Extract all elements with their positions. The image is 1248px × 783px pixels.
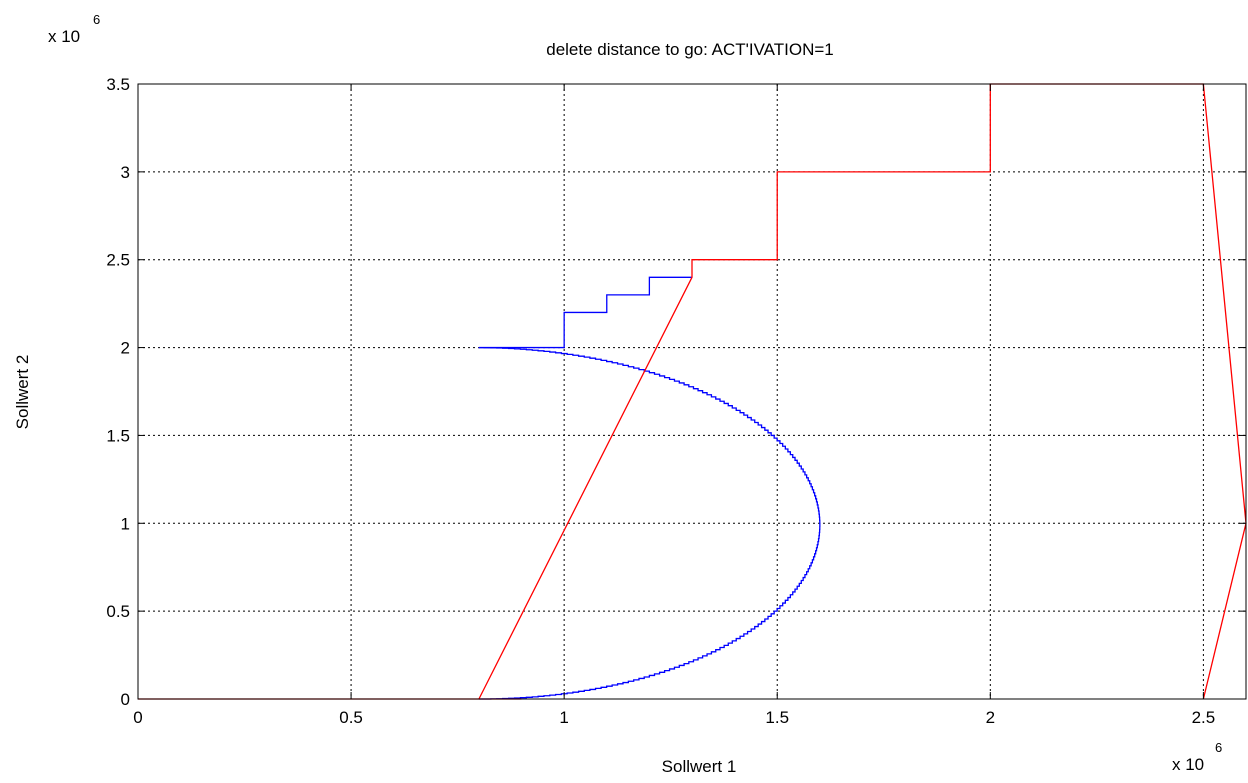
x-tick-label: 1.5 [765,708,789,727]
y-tick-label: 2.5 [106,251,130,270]
y-multiplier-exp: 6 [93,12,100,27]
series-line [478,276,692,349]
x-multiplier-label: x 10 6 [1172,740,1222,774]
x-tick-label: 2.5 [1192,708,1216,727]
x-tick-label: 1 [559,708,568,727]
x-tick-label: 2 [986,708,995,727]
x-axis-label: Sollwert 1 [662,757,737,776]
y-multiplier-label: x 10 6 [48,12,100,46]
y-axis-label: Sollwert 2 [13,355,32,430]
x-multiplier-base: x 10 [1172,755,1204,774]
x-tick-label: 0 [133,708,142,727]
y-tick-label: 2 [121,339,130,358]
y-multiplier-base: x 10 [48,27,80,46]
ticks: 0 0.5 1 1.5 2 2.5 0 0.5 1 1.5 2 2.5 3 3.5 [106,75,1246,727]
series-line [478,346,821,700]
series-1 [478,276,821,700]
x-multiplier-exp: 6 [1215,740,1222,755]
y-tick-label: 3 [121,163,130,182]
y-tick-label: 3.5 [106,75,130,94]
series-2 [138,83,1247,700]
y-tick-label: 1 [121,514,130,533]
series-line [478,83,1247,700]
x-tick-label: 0.5 [339,708,363,727]
series-layer [138,83,1247,700]
grid [138,84,1246,699]
y-tick-label: 1.5 [106,426,130,445]
y-tick-label: 0.5 [106,602,130,621]
chart-title: delete distance to go: ACT'IVATION=1 [546,40,834,59]
axes-box [137,83,1247,700]
y-tick-label: 0 [121,690,130,709]
